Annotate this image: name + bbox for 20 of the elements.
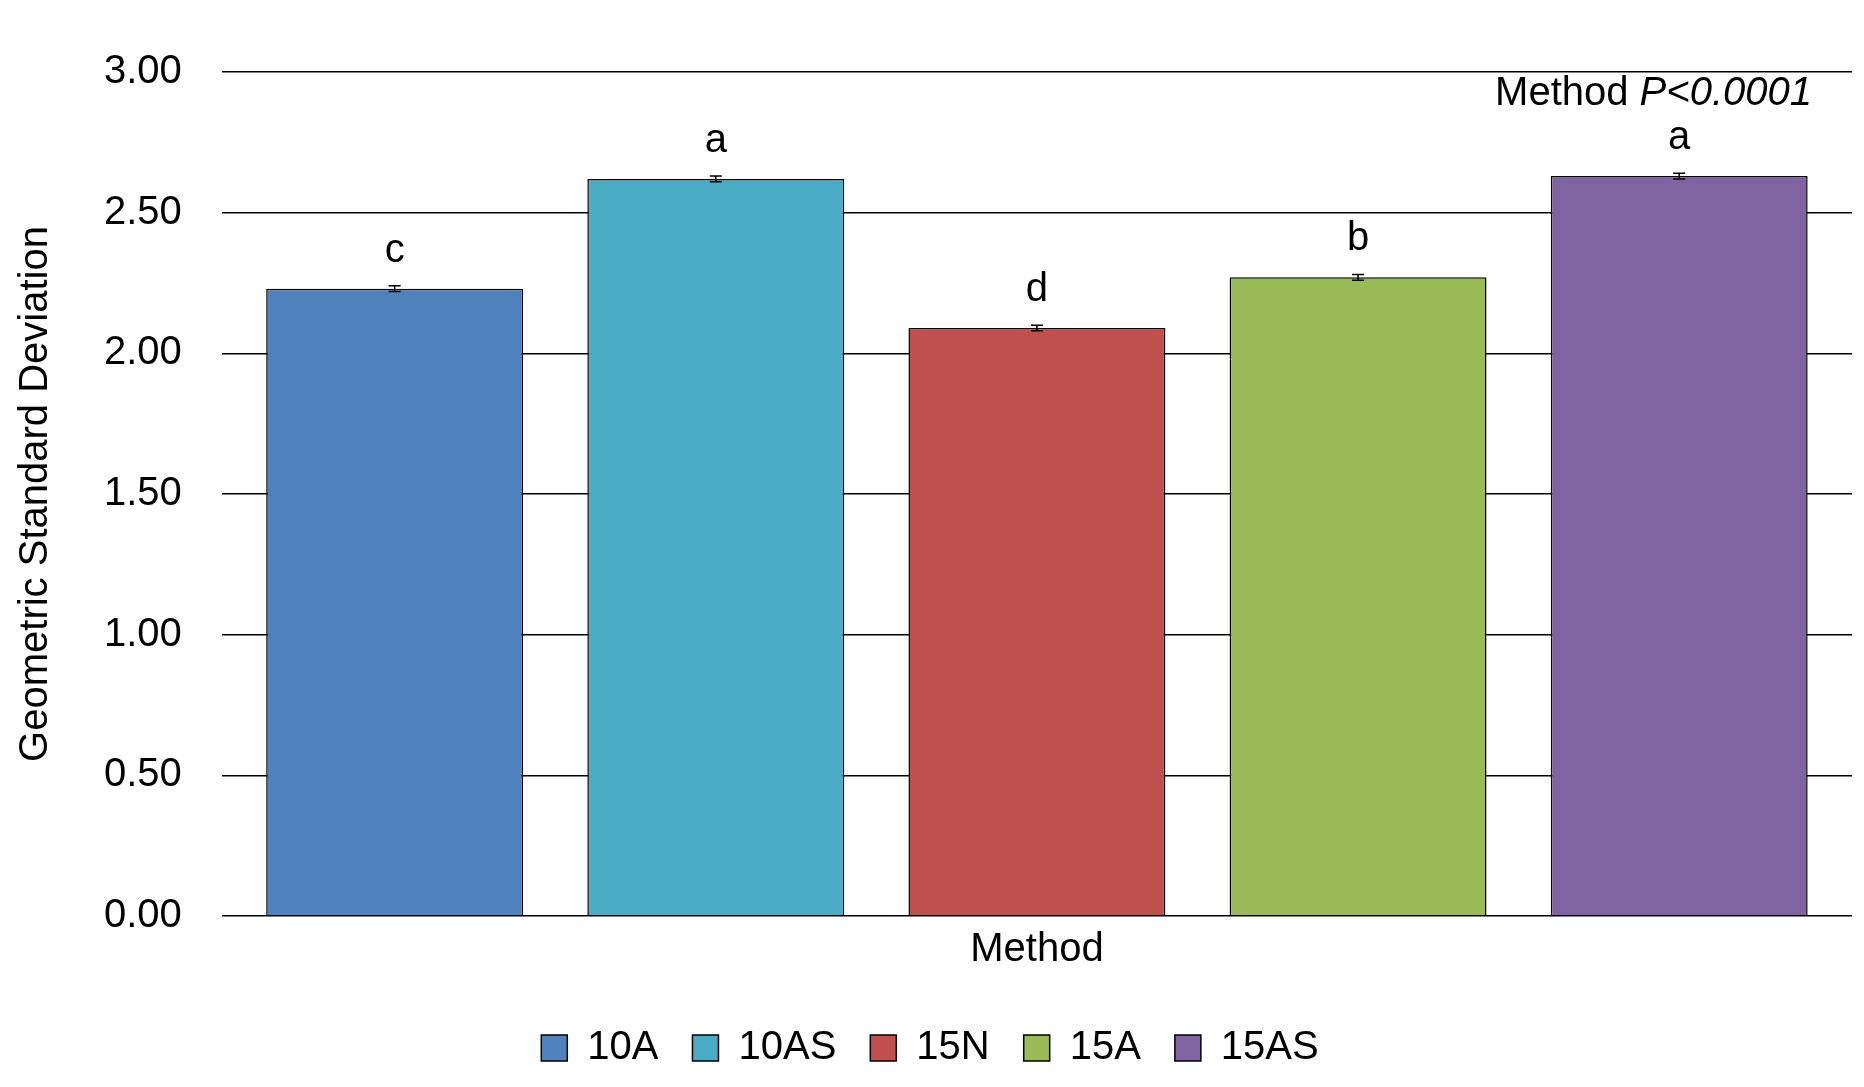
annotation: a bbox=[704, 115, 728, 160]
y-tick-label: 3.00 bbox=[103, 47, 182, 92]
annotation: a bbox=[1668, 113, 1692, 158]
annotation: b bbox=[1346, 214, 1370, 259]
annotation: Method P<0.0001 bbox=[1495, 69, 1813, 114]
legend-label: 10A bbox=[587, 1023, 659, 1068]
y-axis-title: Geometric Standard Deviation bbox=[11, 226, 56, 762]
legend-label: 15N bbox=[916, 1023, 990, 1068]
y-tick-label: 2.50 bbox=[103, 187, 182, 232]
y-tick-label: 0.00 bbox=[103, 891, 182, 936]
legend-label: 15AS bbox=[1220, 1023, 1319, 1068]
y-tick-label: 0.50 bbox=[103, 750, 182, 795]
y-tick-label: 1.50 bbox=[103, 469, 182, 514]
y-tick-label: 2.00 bbox=[103, 328, 182, 373]
annotation: d bbox=[1025, 265, 1049, 310]
annotation: c bbox=[384, 225, 405, 270]
y-tick-label: 1.00 bbox=[103, 609, 182, 654]
legend-label: 15A bbox=[1069, 1023, 1142, 1068]
legend-label: 10AS bbox=[738, 1023, 837, 1068]
x-axis-title: Method bbox=[970, 925, 1104, 970]
